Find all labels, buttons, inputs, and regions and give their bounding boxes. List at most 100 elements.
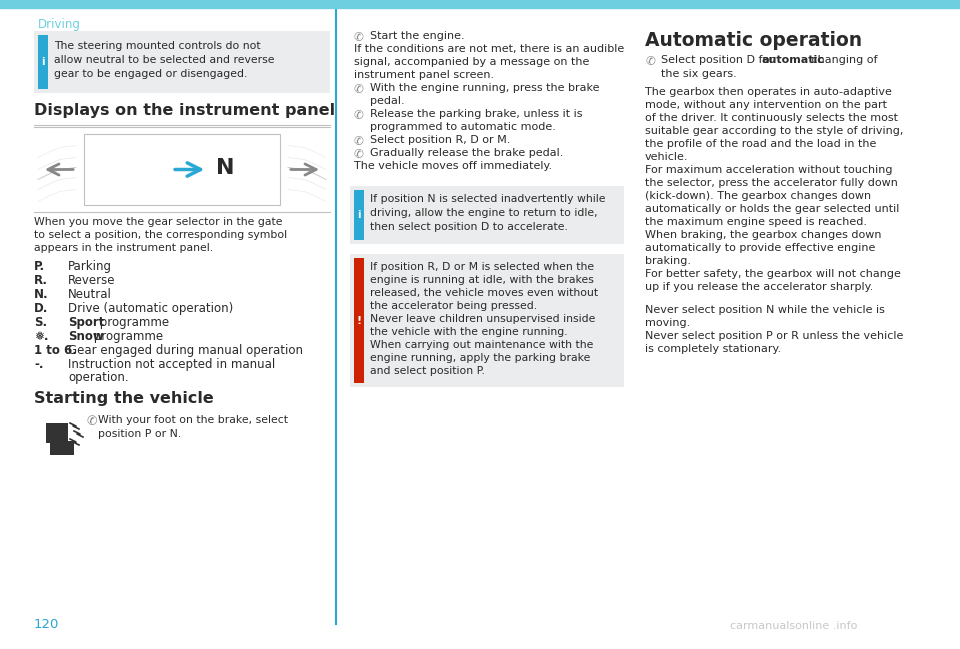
- Text: N.: N.: [34, 288, 49, 301]
- Text: Start the engine.: Start the engine.: [370, 31, 465, 41]
- Text: When you move the gear selector in the gate: When you move the gear selector in the g…: [34, 217, 282, 227]
- Bar: [350, 254, 624, 387]
- Text: operation.: operation.: [68, 371, 129, 384]
- Text: up if you release the accelerator sharply.: up if you release the accelerator sharpl…: [645, 282, 874, 292]
- Text: instrument panel screen.: instrument panel screen.: [354, 70, 494, 80]
- Text: Neutral: Neutral: [68, 288, 112, 301]
- Text: automatically or holds the gear selected until: automatically or holds the gear selected…: [645, 204, 900, 214]
- Text: Displays on the instrument panel: Displays on the instrument panel: [34, 103, 335, 118]
- Text: i: i: [41, 57, 45, 67]
- Text: programmed to automatic mode.: programmed to automatic mode.: [370, 122, 556, 132]
- Text: the maximum engine speed is reached.: the maximum engine speed is reached.: [645, 217, 867, 227]
- Text: vehicle.: vehicle.: [645, 152, 688, 162]
- Text: R.: R.: [34, 274, 48, 287]
- Text: Release the parking brake, unless it is: Release the parking brake, unless it is: [370, 109, 583, 119]
- Text: 1 to 6.: 1 to 6.: [34, 344, 77, 357]
- Text: -.: -.: [34, 358, 43, 371]
- Text: (kick-down). The gearbox changes down: (kick-down). The gearbox changes down: [645, 191, 871, 201]
- Bar: [354, 258, 364, 383]
- Text: pedal.: pedal.: [370, 96, 404, 106]
- Text: of the driver. It continuously selects the most: of the driver. It continuously selects t…: [645, 113, 898, 123]
- Text: Driving: Driving: [38, 18, 81, 31]
- Text: ❅.: ❅.: [34, 330, 49, 343]
- Text: programme: programme: [90, 330, 163, 343]
- Text: moving.: moving.: [645, 318, 690, 328]
- Bar: [350, 186, 624, 244]
- Text: The gearbox then operates in auto-adaptive: The gearbox then operates in auto-adapti…: [645, 87, 892, 97]
- Text: Reverse: Reverse: [68, 274, 115, 287]
- Text: ✆: ✆: [354, 83, 364, 96]
- Text: ✆: ✆: [354, 135, 364, 148]
- Bar: [38, 35, 48, 89]
- Text: the six gears.: the six gears.: [661, 69, 736, 79]
- Bar: [50, 441, 74, 455]
- Text: Select position R, D or M.: Select position R, D or M.: [370, 135, 511, 145]
- Text: The vehicle moves off immediately.: The vehicle moves off immediately.: [354, 161, 552, 171]
- Text: When braking, the gearbox changes down: When braking, the gearbox changes down: [645, 230, 881, 240]
- Text: ✆: ✆: [354, 31, 364, 44]
- Text: engine running, apply the parking brake: engine running, apply the parking brake: [370, 353, 590, 363]
- Text: automatically to provide effective engine: automatically to provide effective engin…: [645, 243, 876, 253]
- Text: Never leave children unsupervised inside: Never leave children unsupervised inside: [370, 314, 595, 324]
- Text: N: N: [216, 158, 234, 177]
- Bar: [46, 423, 68, 443]
- Text: automatic: automatic: [761, 55, 824, 65]
- Text: With the engine running, press the brake: With the engine running, press the brake: [370, 83, 599, 93]
- Text: released, the vehicle moves even without: released, the vehicle moves even without: [370, 288, 598, 298]
- Text: braking.: braking.: [645, 256, 691, 266]
- Text: mode, without any intervention on the part: mode, without any intervention on the pa…: [645, 100, 887, 110]
- Bar: [34, 31, 330, 93]
- Text: Snow: Snow: [68, 330, 104, 343]
- Text: i: i: [357, 210, 361, 220]
- Text: gear to be engaged or disengaged.: gear to be engaged or disengaged.: [54, 69, 248, 79]
- Bar: [0, 0, 960, 8]
- Text: the profile of the road and the load in the: the profile of the road and the load in …: [645, 139, 876, 149]
- Text: Starting the vehicle: Starting the vehicle: [34, 391, 214, 406]
- Text: Instruction not accepted in manual: Instruction not accepted in manual: [68, 358, 276, 371]
- Text: programme: programme: [95, 316, 169, 329]
- Text: Select position D for: Select position D for: [661, 55, 778, 65]
- Text: and select position P.: and select position P.: [370, 366, 485, 376]
- Text: S.: S.: [34, 316, 47, 329]
- Text: changing of: changing of: [808, 55, 877, 65]
- Text: suitable gear according to the style of driving,: suitable gear according to the style of …: [645, 126, 903, 136]
- Text: Automatic operation: Automatic operation: [645, 31, 862, 50]
- Text: Sport: Sport: [68, 316, 105, 329]
- Text: If position N is selected inadvertently while: If position N is selected inadvertently …: [370, 194, 606, 204]
- Text: Never select position P or R unless the vehicle: Never select position P or R unless the …: [645, 331, 903, 341]
- Text: ✆: ✆: [354, 148, 364, 161]
- Text: With your foot on the brake, select: With your foot on the brake, select: [98, 415, 288, 425]
- Text: position P or N.: position P or N.: [98, 429, 181, 439]
- Text: carmanualsonline .info: carmanualsonline .info: [730, 621, 857, 631]
- Text: If the conditions are not met, there is an audible: If the conditions are not met, there is …: [354, 44, 624, 54]
- Text: !: !: [356, 315, 362, 326]
- Text: D.: D.: [34, 302, 48, 315]
- Text: If position R, D or M is selected when the: If position R, D or M is selected when t…: [370, 262, 594, 272]
- Text: Never select position N while the vehicle is: Never select position N while the vehicl…: [645, 305, 885, 315]
- Text: allow neutral to be selected and reverse: allow neutral to be selected and reverse: [54, 55, 275, 65]
- Text: then select position D to accelerate.: then select position D to accelerate.: [370, 222, 568, 232]
- Text: is completely stationary.: is completely stationary.: [645, 344, 781, 354]
- Text: the accelerator being pressed.: the accelerator being pressed.: [370, 301, 538, 311]
- Text: signal, accompanied by a message on the: signal, accompanied by a message on the: [354, 57, 589, 67]
- Text: engine is running at idle, with the brakes: engine is running at idle, with the brak…: [370, 275, 594, 285]
- Text: For maximum acceleration without touching: For maximum acceleration without touchin…: [645, 165, 893, 175]
- Text: The steering mounted controls do not: The steering mounted controls do not: [54, 41, 260, 51]
- Text: Parking: Parking: [68, 260, 112, 273]
- Text: ✆: ✆: [86, 415, 97, 428]
- Text: 120: 120: [34, 618, 60, 631]
- Text: appears in the instrument panel.: appears in the instrument panel.: [34, 243, 213, 253]
- Text: to select a position, the corresponding symbol: to select a position, the corresponding …: [34, 230, 287, 240]
- Text: When carrying out maintenance with the: When carrying out maintenance with the: [370, 340, 593, 350]
- Text: Drive (automatic operation): Drive (automatic operation): [68, 302, 233, 315]
- Text: P.: P.: [34, 260, 45, 273]
- Bar: [354, 190, 364, 240]
- Text: ✆: ✆: [645, 55, 655, 68]
- Text: Gear engaged during manual operation: Gear engaged during manual operation: [68, 344, 303, 357]
- Text: For better safety, the gearbox will not change: For better safety, the gearbox will not …: [645, 269, 900, 279]
- Text: Gradually release the brake pedal.: Gradually release the brake pedal.: [370, 148, 564, 158]
- Text: ✆: ✆: [354, 109, 364, 122]
- Text: driving, allow the engine to return to idle,: driving, allow the engine to return to i…: [370, 208, 598, 218]
- Bar: [84, 134, 280, 205]
- Text: the vehicle with the engine running.: the vehicle with the engine running.: [370, 327, 567, 337]
